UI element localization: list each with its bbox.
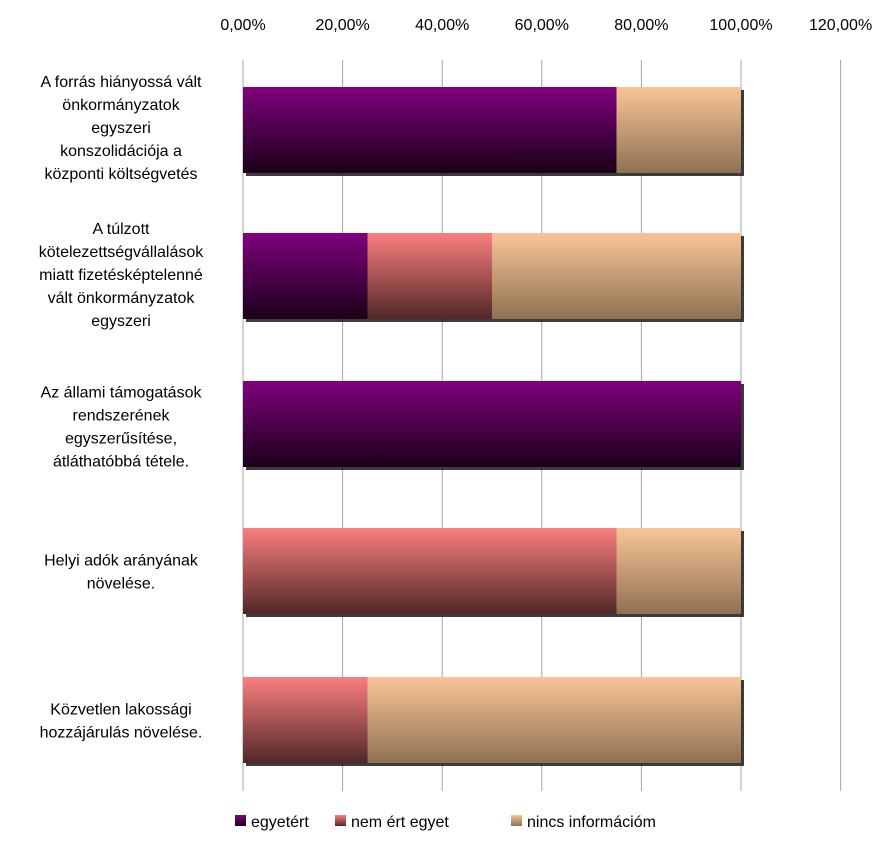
bar-segment-nincs-információm <box>616 87 741 173</box>
category-label: Az állami támogatások rendszerének egyszer… <box>41 385 203 471</box>
category-label: Helyi adók arányának növelése. <box>44 553 199 593</box>
bar-segment-nincs-információm <box>492 233 741 319</box>
legend-label: nincs információm <box>527 814 656 831</box>
x-tick-label: 100,00% <box>709 17 772 34</box>
legend: egyetért nem ért egyet nincs információm <box>235 814 656 831</box>
bar-segment-egyetért <box>243 87 617 173</box>
legend-label: nem ért egyet <box>351 814 449 831</box>
category-label: A túlzott kötelezettségvállalások miatt fi… <box>39 221 205 330</box>
x-tick-label: 60,00% <box>515 17 569 34</box>
bar-segment-nincs-információm <box>616 528 741 614</box>
bar-segment-nem-ért-egyet <box>367 233 492 319</box>
x-tick-label: 120,00% <box>809 17 872 34</box>
bar-segment-nem-ért-egyet <box>243 528 617 614</box>
bar-segment-nincs-információm <box>367 677 741 763</box>
x-tick-label: 80,00% <box>614 17 668 34</box>
legend-label: egyetért <box>251 814 309 831</box>
bar-segment-egyetért <box>243 381 741 467</box>
x-tick-label: 40,00% <box>415 17 469 34</box>
x-tick-label: 0,00% <box>220 17 265 34</box>
legend-swatch <box>511 815 522 826</box>
legend-swatch <box>235 815 246 826</box>
bar-segment-nem-ért-egyet <box>243 677 368 763</box>
bar-segment-egyetért <box>243 233 368 319</box>
x-tick-label: 20,00% <box>315 17 369 34</box>
category-label: Közvetlen lakossági hozzájárulás növelése… <box>40 702 203 742</box>
legend-swatch <box>335 815 346 826</box>
category-label: A forrás hiányossá vált önkormányzatok egy… <box>41 74 203 183</box>
